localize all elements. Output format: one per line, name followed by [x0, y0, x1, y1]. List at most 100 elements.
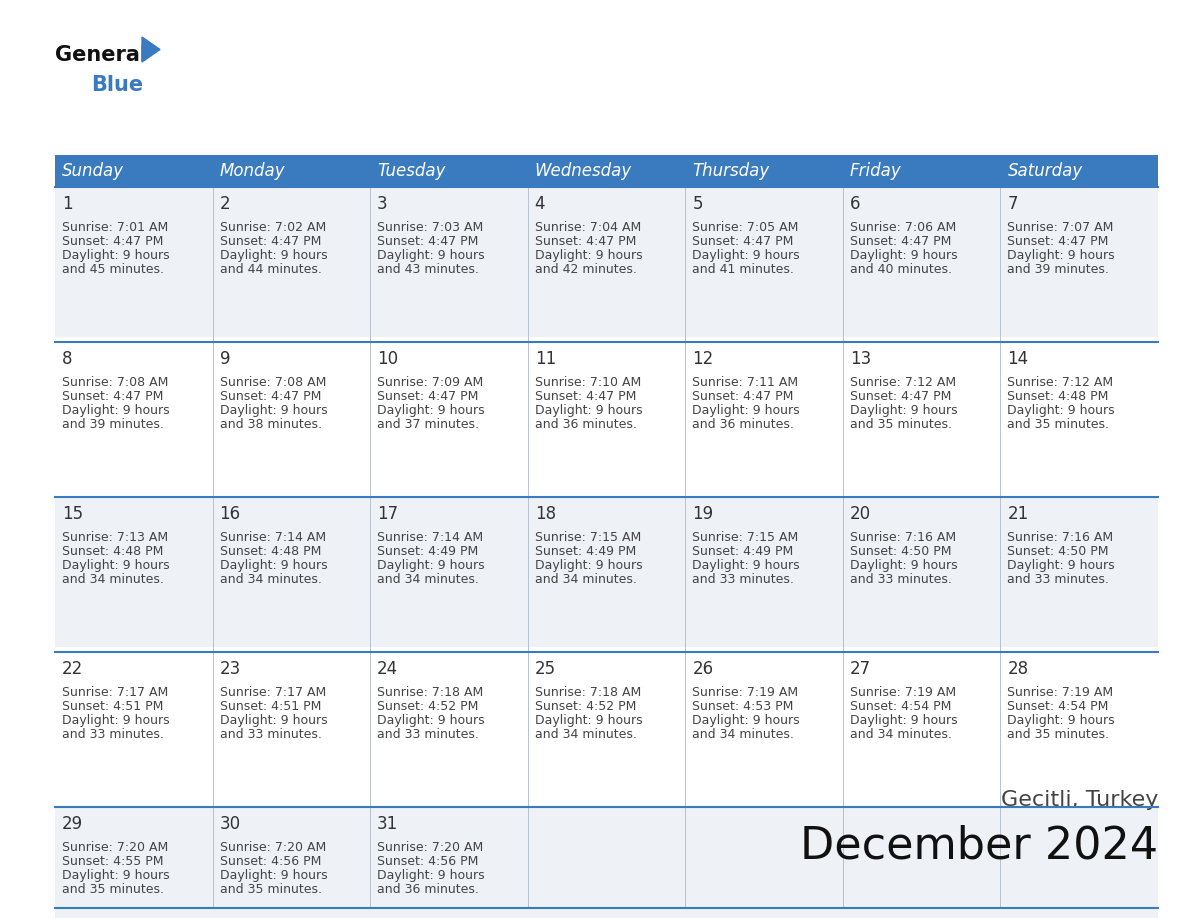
Text: Sunrise: 7:01 AM: Sunrise: 7:01 AM [62, 221, 169, 234]
Text: Daylight: 9 hours: Daylight: 9 hours [693, 559, 800, 572]
Text: Daylight: 9 hours: Daylight: 9 hours [220, 249, 327, 262]
Bar [55, 155, 213, 187]
Bar [371, 187, 527, 337]
Bar [842, 652, 1000, 802]
Text: and 43 minutes.: and 43 minutes. [377, 263, 479, 276]
Text: 24: 24 [377, 660, 398, 678]
Bar [371, 652, 527, 802]
Bar [213, 807, 371, 918]
Text: Sunset: 4:47 PM: Sunset: 4:47 PM [220, 390, 321, 403]
Text: Gecitli, Turkey: Gecitli, Turkey [1000, 790, 1158, 810]
Text: Daylight: 9 hours: Daylight: 9 hours [535, 559, 643, 572]
Text: Sunset: 4:47 PM: Sunset: 4:47 PM [220, 235, 321, 248]
Bar [213, 187, 371, 337]
Text: and 36 minutes.: and 36 minutes. [535, 418, 637, 431]
Text: Sunrise: 7:11 AM: Sunrise: 7:11 AM [693, 376, 798, 389]
Text: Sunrise: 7:14 AM: Sunrise: 7:14 AM [220, 531, 326, 544]
Text: December 2024: December 2024 [800, 824, 1158, 868]
Text: and 36 minutes.: and 36 minutes. [693, 418, 794, 431]
Bar [55, 187, 213, 337]
Text: Sunrise: 7:20 AM: Sunrise: 7:20 AM [62, 841, 169, 854]
Text: and 34 minutes.: and 34 minutes. [693, 728, 794, 741]
Text: 19: 19 [693, 505, 714, 523]
Text: Sunrise: 7:02 AM: Sunrise: 7:02 AM [220, 221, 326, 234]
Bar [842, 187, 1000, 337]
Text: Sunset: 4:48 PM: Sunset: 4:48 PM [62, 545, 164, 558]
Text: and 33 minutes.: and 33 minutes. [849, 573, 952, 586]
Text: Sunset: 4:49 PM: Sunset: 4:49 PM [535, 545, 636, 558]
Text: 26: 26 [693, 660, 714, 678]
Text: and 34 minutes.: and 34 minutes. [535, 573, 637, 586]
Text: and 33 minutes.: and 33 minutes. [1007, 573, 1110, 586]
Text: and 42 minutes.: and 42 minutes. [535, 263, 637, 276]
Text: and 35 minutes.: and 35 minutes. [220, 883, 322, 896]
Bar [685, 342, 842, 492]
Bar [1000, 497, 1158, 647]
Text: Sunrise: 7:06 AM: Sunrise: 7:06 AM [849, 221, 956, 234]
Text: and 34 minutes.: and 34 minutes. [220, 573, 322, 586]
Text: Sunset: 4:50 PM: Sunset: 4:50 PM [1007, 545, 1108, 558]
Text: Daylight: 9 hours: Daylight: 9 hours [62, 404, 170, 417]
Text: Daylight: 9 hours: Daylight: 9 hours [377, 869, 485, 882]
Text: Sunset: 4:48 PM: Sunset: 4:48 PM [1007, 390, 1108, 403]
Bar [527, 497, 685, 647]
Text: and 34 minutes.: and 34 minutes. [377, 573, 479, 586]
Text: and 33 minutes.: and 33 minutes. [62, 728, 164, 741]
Text: Daylight: 9 hours: Daylight: 9 hours [1007, 404, 1116, 417]
Bar [685, 155, 842, 187]
Text: 1: 1 [62, 195, 72, 213]
Text: Daylight: 9 hours: Daylight: 9 hours [220, 404, 327, 417]
Text: Daylight: 9 hours: Daylight: 9 hours [62, 869, 170, 882]
Text: Daylight: 9 hours: Daylight: 9 hours [62, 714, 170, 727]
Text: Sunset: 4:54 PM: Sunset: 4:54 PM [1007, 700, 1108, 713]
Bar [371, 342, 527, 492]
Bar [685, 652, 842, 802]
Text: Sunset: 4:56 PM: Sunset: 4:56 PM [377, 855, 479, 868]
Bar [55, 342, 213, 492]
Bar [371, 497, 527, 647]
Text: Sunset: 4:50 PM: Sunset: 4:50 PM [849, 545, 952, 558]
Bar [685, 497, 842, 647]
Text: Sunrise: 7:10 AM: Sunrise: 7:10 AM [535, 376, 642, 389]
Text: Sunrise: 7:18 AM: Sunrise: 7:18 AM [377, 686, 484, 699]
Text: and 44 minutes.: and 44 minutes. [220, 263, 322, 276]
Text: Daylight: 9 hours: Daylight: 9 hours [220, 869, 327, 882]
Bar [685, 187, 842, 337]
Text: Sunset: 4:47 PM: Sunset: 4:47 PM [62, 390, 164, 403]
Text: Daylight: 9 hours: Daylight: 9 hours [1007, 714, 1116, 727]
Text: 29: 29 [62, 815, 83, 833]
Text: 28: 28 [1007, 660, 1029, 678]
Text: Daylight: 9 hours: Daylight: 9 hours [849, 249, 958, 262]
Text: 30: 30 [220, 815, 241, 833]
Text: and 37 minutes.: and 37 minutes. [377, 418, 479, 431]
Bar [527, 155, 685, 187]
Text: Sunset: 4:55 PM: Sunset: 4:55 PM [62, 855, 164, 868]
Text: and 33 minutes.: and 33 minutes. [220, 728, 322, 741]
Text: and 35 minutes.: and 35 minutes. [62, 883, 164, 896]
Text: Sunset: 4:47 PM: Sunset: 4:47 PM [62, 235, 164, 248]
Text: 12: 12 [693, 350, 714, 368]
Text: Sunset: 4:51 PM: Sunset: 4:51 PM [220, 700, 321, 713]
Text: Sunrise: 7:17 AM: Sunrise: 7:17 AM [62, 686, 169, 699]
Text: 11: 11 [535, 350, 556, 368]
Text: Daylight: 9 hours: Daylight: 9 hours [220, 559, 327, 572]
Text: Sunrise: 7:20 AM: Sunrise: 7:20 AM [220, 841, 326, 854]
Text: 15: 15 [62, 505, 83, 523]
Text: Daylight: 9 hours: Daylight: 9 hours [377, 249, 485, 262]
Text: 9: 9 [220, 350, 230, 368]
Text: and 34 minutes.: and 34 minutes. [849, 728, 952, 741]
Text: Sunrise: 7:12 AM: Sunrise: 7:12 AM [849, 376, 956, 389]
Bar [371, 155, 527, 187]
Bar [527, 342, 685, 492]
Bar [213, 155, 371, 187]
Text: Sunrise: 7:15 AM: Sunrise: 7:15 AM [535, 531, 642, 544]
Bar [842, 807, 1000, 918]
Text: Sunrise: 7:20 AM: Sunrise: 7:20 AM [377, 841, 484, 854]
Text: Sunset: 4:51 PM: Sunset: 4:51 PM [62, 700, 164, 713]
Text: 20: 20 [849, 505, 871, 523]
Text: 16: 16 [220, 505, 241, 523]
Text: 23: 23 [220, 660, 241, 678]
Text: Sunset: 4:47 PM: Sunset: 4:47 PM [377, 235, 479, 248]
Text: Friday: Friday [849, 162, 902, 180]
Text: Blue: Blue [91, 75, 143, 95]
